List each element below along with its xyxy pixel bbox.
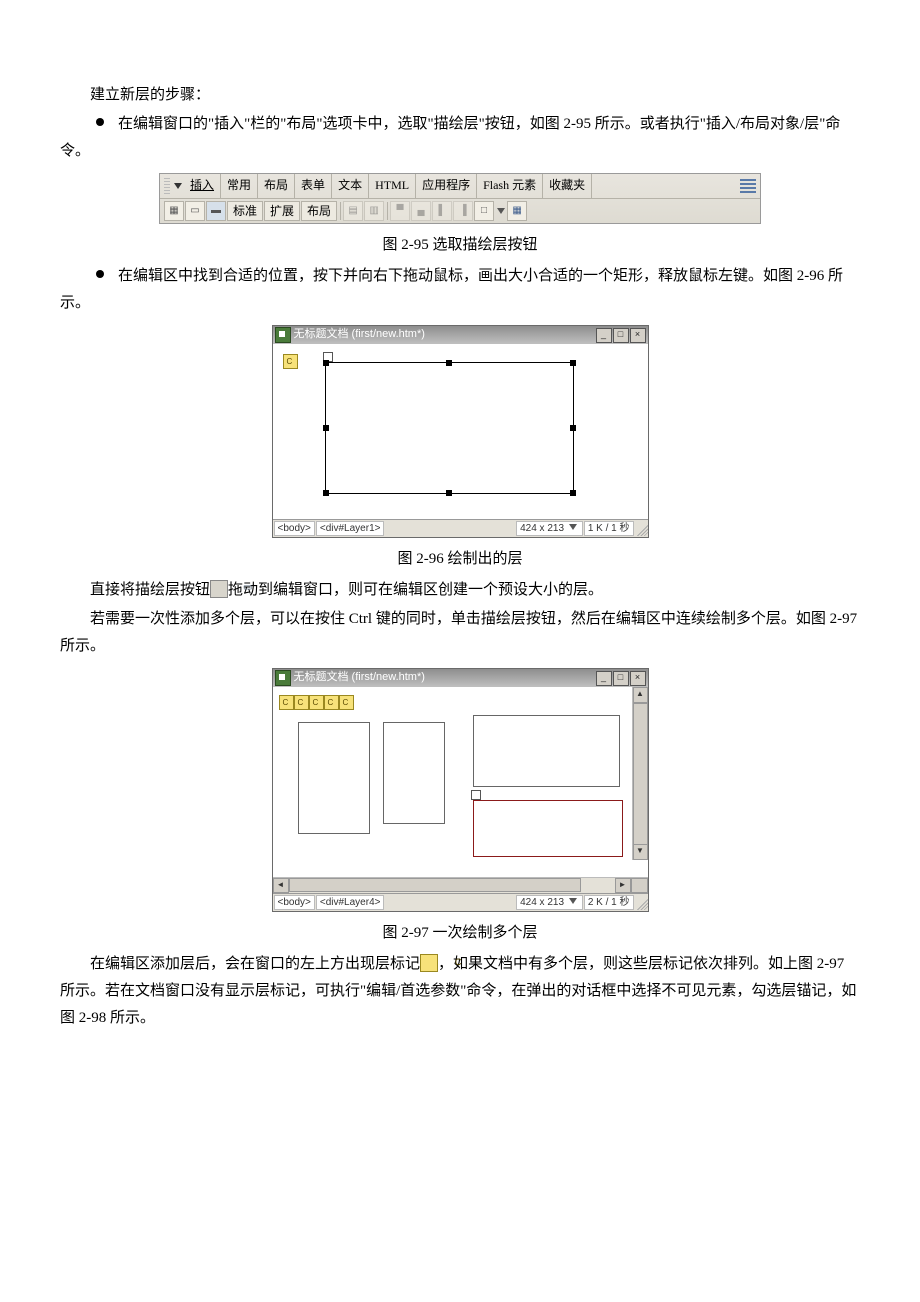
tab-insert[interactable]: 插入 xyxy=(184,174,221,198)
drawn-layer[interactable] xyxy=(383,722,445,824)
status-dimensions: 424 x 213 xyxy=(516,521,583,536)
text-span: 在编辑区添加层后，会在窗口的左上方出现层标记 xyxy=(90,956,420,972)
close-button[interactable]: × xyxy=(630,671,646,686)
minimize-button[interactable]: _ xyxy=(596,328,612,343)
dreamweaver-icon xyxy=(275,327,291,343)
tab-flash[interactable]: Flash 元素 xyxy=(477,174,543,198)
layer-marker-icon xyxy=(294,695,309,710)
layer-marker-icon xyxy=(324,695,339,710)
document-window: 无标题文档 (first/new.htm*) _ □ × <body> xyxy=(272,325,649,538)
mode-layout[interactable]: 布局 xyxy=(301,201,337,221)
maximize-button[interactable]: □ xyxy=(613,671,629,686)
tab-html[interactable]: HTML xyxy=(369,174,416,198)
window-titlebar: 无标题文档 (first/new.htm*) _ □ × xyxy=(273,326,648,344)
drawn-layer[interactable] xyxy=(325,362,574,494)
resize-grip-icon[interactable] xyxy=(634,896,648,910)
paragraph: 建立新层的步骤： xyxy=(60,82,860,109)
status-bar: <body> <div#Layer1> 424 x 213 1 K / 1 秒 xyxy=(273,519,648,537)
insert-toolbar: 插入 常用 布局 表单 文本 HTML 应用程序 Flash 元素 收藏夹 ▦ … xyxy=(159,173,761,224)
bullet-item: 在编辑区中找到合适的位置，按下并向右下拖动鼠标，画出大小合适的一个矩形，释放鼠标… xyxy=(60,263,860,317)
window-title: 无标题文档 (first/new.htm*) xyxy=(294,668,425,688)
scroll-down-icon[interactable]: ▼ xyxy=(633,844,648,860)
text-span: 拖动到编辑窗口，则可在编辑区创建一个预设大小的层。 xyxy=(228,582,603,598)
layer-handle-icon[interactable] xyxy=(471,790,481,800)
status-filesize: 2 K / 1 秒 xyxy=(584,895,634,910)
layer-marker-icon xyxy=(309,695,324,710)
status-filesize: 1 K / 1 秒 xyxy=(584,521,634,536)
triangle-down-icon xyxy=(174,183,182,189)
window-title: 无标题文档 (first/new.htm*) xyxy=(294,325,425,345)
layer-marker-icon xyxy=(283,354,298,369)
drawn-layer-selected[interactable] xyxy=(473,800,623,857)
dreamweaver-icon xyxy=(275,670,291,686)
status-bar: <body> <div#Layer4> 424 x 213 2 K / 1 秒 xyxy=(273,893,648,911)
tab-common[interactable]: 常用 xyxy=(221,174,258,198)
maximize-button[interactable]: □ xyxy=(613,328,629,343)
row-below-icon[interactable]: ▄ xyxy=(411,201,431,221)
div-icon[interactable]: ▭ xyxy=(185,201,205,221)
tab-fav[interactable]: 收藏夹 xyxy=(543,174,592,198)
tab-layout[interactable]: 布局 xyxy=(258,174,295,198)
draw-layer-inline-icon xyxy=(210,580,228,598)
figure-2-95: 插入 常用 布局 表单 文本 HTML 应用程序 Flash 元素 收藏夹 ▦ … xyxy=(60,173,860,224)
frame-icon[interactable]: □ xyxy=(474,201,494,221)
grip-icon xyxy=(164,178,170,194)
figure-2-96: 无标题文档 (first/new.htm*) _ □ × <body> xyxy=(60,325,860,538)
figure-caption-96: 图 2-96 绘制出的层 xyxy=(60,546,860,573)
bullet-icon xyxy=(96,118,104,126)
status-dimensions: 424 x 213 xyxy=(516,895,583,910)
tabular-icon[interactable]: ▦ xyxy=(507,201,527,221)
paragraph: 直接将描绘层按钮 拖动到编辑窗口，则可在编辑区创建一个预设大小的层。 xyxy=(60,577,860,604)
bullet-text: 在编辑窗口的"插入"栏的"布局"选项卡中，选取"描绘层"按钮，如图 2-95 所… xyxy=(60,116,840,159)
tag-body[interactable]: <body> xyxy=(274,521,315,536)
text-span: 直接将描绘层按钮 xyxy=(90,582,210,598)
col-left-icon[interactable]: ▌ xyxy=(432,201,452,221)
horizontal-scrollbar[interactable]: ◄ ► xyxy=(273,877,648,893)
bullet-text: 在编辑区中找到合适的位置，按下并向右下拖动鼠标，画出大小合适的一个矩形，释放鼠标… xyxy=(60,268,843,311)
scroll-up-icon[interactable]: ▲ xyxy=(633,687,648,703)
document-window: 无标题文档 (first/new.htm*) _ □ × ▲ xyxy=(272,668,649,912)
toolbar-buttons-row: ▦ ▭ ▬ 标准 扩展 布局 ▤ ▥ ▀ ▄ ▌ ▐ □ ▦ xyxy=(160,199,760,223)
resize-grip-icon[interactable] xyxy=(634,522,648,536)
draw-layer-icon[interactable]: ▬ xyxy=(206,201,226,221)
figure-caption-95: 图 2-95 选取描绘层按钮 xyxy=(60,232,860,259)
tab-form[interactable]: 表单 xyxy=(295,174,332,198)
layout-cell-icon[interactable]: ▥ xyxy=(364,201,384,221)
bullet-item: 在编辑窗口的"插入"栏的"布局"选项卡中，选取"描绘层"按钮，如图 2-95 所… xyxy=(60,111,860,165)
table-icon[interactable]: ▦ xyxy=(164,201,184,221)
menu-icon[interactable] xyxy=(740,179,756,193)
window-titlebar: 无标题文档 (first/new.htm*) _ □ × xyxy=(273,669,648,687)
drawn-layer[interactable] xyxy=(298,722,370,834)
minimize-button[interactable]: _ xyxy=(596,671,612,686)
tab-app[interactable]: 应用程序 xyxy=(416,174,477,198)
scroll-right-icon[interactable]: ► xyxy=(615,878,631,893)
layer-marker-icon xyxy=(339,695,354,710)
mode-standard[interactable]: 标准 xyxy=(227,201,263,221)
editor-canvas[interactable] xyxy=(273,344,648,519)
layer-marker-icon xyxy=(279,695,294,710)
bullet-icon xyxy=(96,270,104,278)
toolbar-tabs-row: 插入 常用 布局 表单 文本 HTML 应用程序 Flash 元素 收藏夹 xyxy=(160,174,760,199)
col-right-icon[interactable]: ▐ xyxy=(453,201,473,221)
dropdown-icon[interactable] xyxy=(497,208,505,214)
paragraph: 若需要一次性添加多个层，可以在按住 Ctrl 键的同时，单击描绘层按钮，然后在编… xyxy=(60,606,860,660)
editor-canvas[interactable] xyxy=(273,687,633,877)
layer-marker-inline-icon xyxy=(420,954,438,972)
layout-table-icon[interactable]: ▤ xyxy=(343,201,363,221)
figure-2-97: 无标题文档 (first/new.htm*) _ □ × ▲ xyxy=(60,668,860,912)
tag-layer[interactable]: <div#Layer1> xyxy=(316,521,385,536)
drawn-layer[interactable] xyxy=(473,715,620,787)
row-above-icon[interactable]: ▀ xyxy=(390,201,410,221)
figure-caption-97: 图 2-97 一次绘制多个层 xyxy=(60,920,860,947)
tab-text[interactable]: 文本 xyxy=(332,174,369,198)
vertical-scrollbar[interactable]: ▲ ▼ xyxy=(632,687,648,860)
tag-body[interactable]: <body> xyxy=(274,895,315,910)
mode-expanded[interactable]: 扩展 xyxy=(264,201,300,221)
paragraph: 在编辑区添加层后，会在窗口的左上方出现层标记，如果文档中有多个层，则这些层标记依… xyxy=(60,951,860,1032)
scroll-left-icon[interactable]: ◄ xyxy=(273,878,289,893)
close-button[interactable]: × xyxy=(630,328,646,343)
tag-layer[interactable]: <div#Layer4> xyxy=(316,895,385,910)
